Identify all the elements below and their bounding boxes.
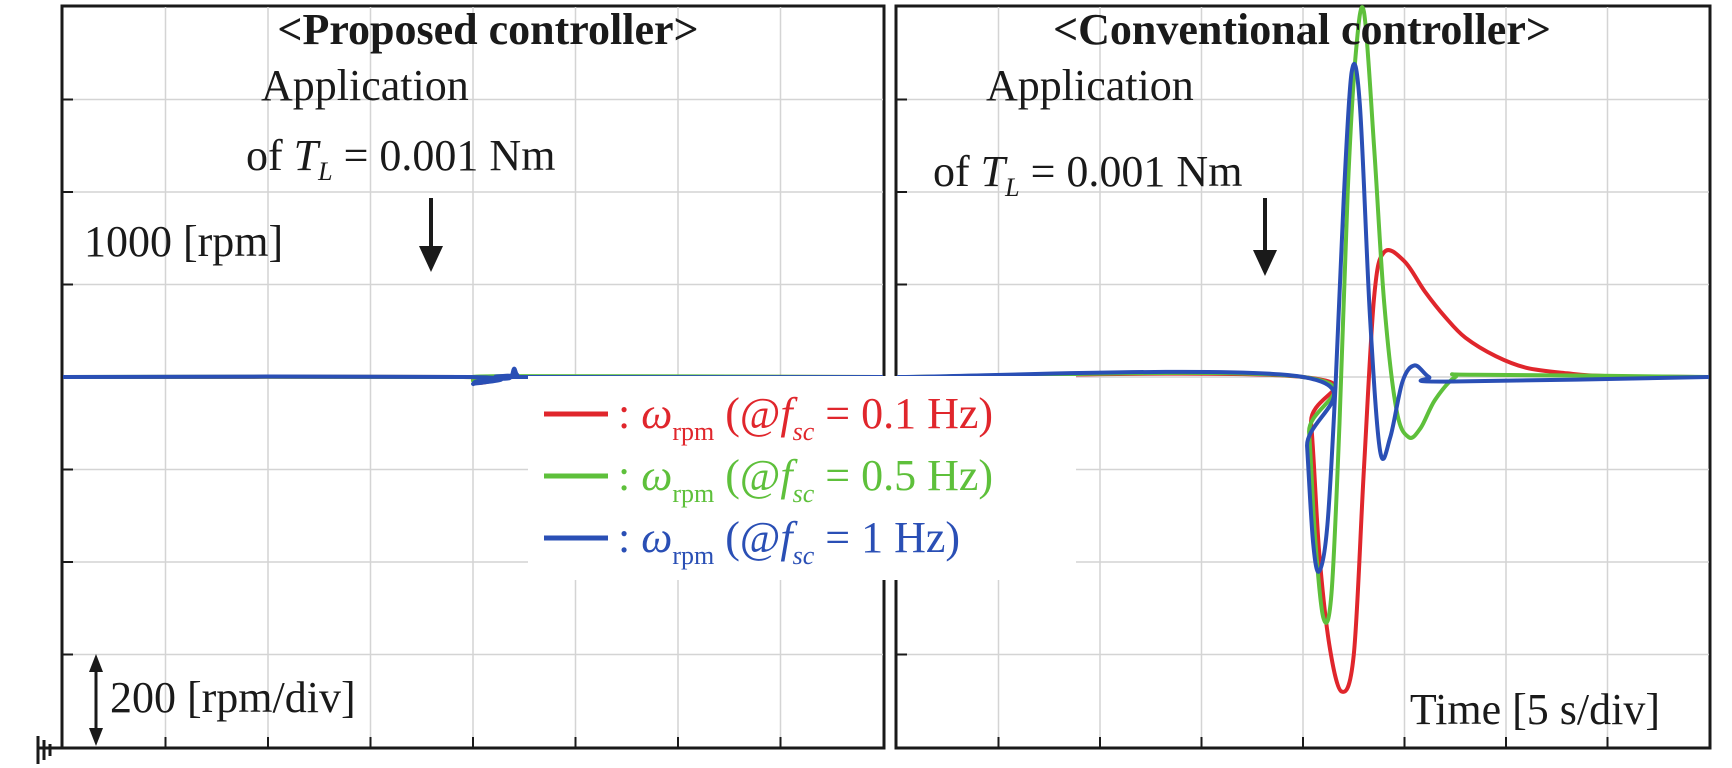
proposed-load-arrow-head xyxy=(419,246,443,272)
legend-label-2-part-2: rpm xyxy=(672,541,714,570)
legend-label-0-part-3: (@ xyxy=(714,389,780,438)
proposed-annotation-line2: of TL = 0.001 Nm xyxy=(246,131,555,186)
conventional-annotation-symbol: T xyxy=(981,147,1009,196)
conventional-annotation-suffix: = 0.001 Nm xyxy=(1020,147,1243,196)
legend-label-0-part-1: ω xyxy=(641,389,672,438)
scale-label: 200 [rpm/div] xyxy=(110,673,356,722)
legend-label-1-part-3: (@ xyxy=(714,451,780,500)
legend-label-2: : ωrpm (@fsc = 1 Hz) xyxy=(618,513,960,570)
conventional-trace-1 xyxy=(896,5,1710,625)
legend-label-1-part-2: rpm xyxy=(672,479,714,508)
legend-label-1-part-5: sc xyxy=(793,479,815,508)
conventional-trace-2 xyxy=(896,61,1710,574)
conventional-annotation-prefix: of xyxy=(933,147,981,196)
conventional-annotation-sub: L xyxy=(1004,173,1019,202)
legend-label-2-part-0: : xyxy=(618,513,641,562)
legend-label-0-part-0: : xyxy=(618,389,641,438)
proposed-annotation-line1: Application xyxy=(261,61,469,110)
time-axis-label: Time [5 s/div] xyxy=(1410,685,1660,734)
legend-label-2-part-3: (@ xyxy=(714,513,780,562)
legend-label-0-part-2: rpm xyxy=(672,417,714,446)
conventional-load-arrow-head xyxy=(1253,250,1277,276)
proposed-annotation-prefix: of xyxy=(246,131,294,180)
proposed-annotation-symbol: T xyxy=(294,131,322,180)
proposed-title: <Proposed controller> xyxy=(277,5,698,54)
legend-label-0-part-5: sc xyxy=(793,417,815,446)
legend-label-1-part-6: = 0.5 Hz) xyxy=(814,451,993,500)
scale-bar-arrow-down xyxy=(89,728,103,746)
conventional-traces xyxy=(896,5,1710,694)
legend-label-2-part-5: sc xyxy=(793,541,815,570)
legend-background xyxy=(528,376,1076,580)
legend-label-2-part-6: = 1 Hz) xyxy=(814,513,960,562)
conventional-title: <Conventional controller> xyxy=(1053,5,1551,54)
conventional-annotation-line2: of TL = 0.001 Nm xyxy=(933,147,1242,202)
reference-speed-label: 1000 [rpm] xyxy=(84,217,283,266)
proposed-annotation-sub: L xyxy=(317,157,332,186)
proposed-trace-2 xyxy=(62,366,884,387)
scale-bar-arrow-up xyxy=(89,654,103,672)
conventional-annotation-line1: Application xyxy=(986,61,1194,110)
proposed-annotation-suffix: = 0.001 Nm xyxy=(333,131,556,180)
legend-label-1: : ωrpm (@fsc = 0.5 Hz) xyxy=(618,451,993,508)
legend-label-0-part-6: = 0.1 Hz) xyxy=(814,389,993,438)
scale-indicator xyxy=(36,654,142,764)
legend-label-1-part-1: ω xyxy=(641,451,672,500)
legend-label-2-part-1: ω xyxy=(641,513,672,562)
legend-label-1-part-0: : xyxy=(618,451,641,500)
